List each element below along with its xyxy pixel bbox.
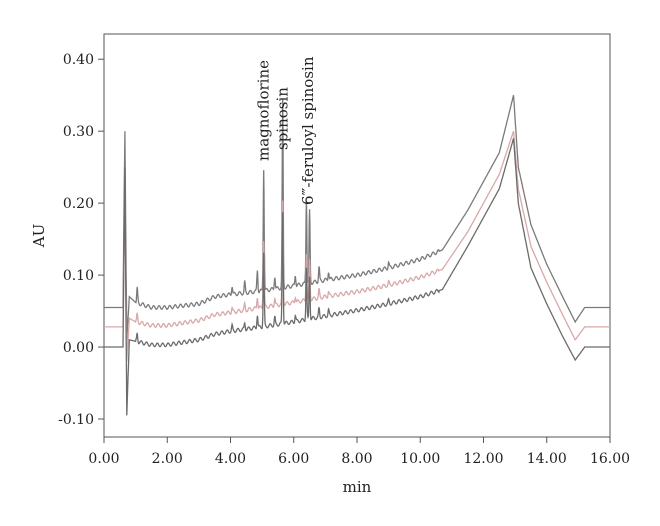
y-tick-label: 0.20 [63,196,94,212]
y-axis-title: AU [30,224,48,248]
plot-frame [103,33,611,438]
peak-label: spinosin [274,87,292,150]
x-tick-label: 2.00 [152,451,183,467]
x-tick-label: 10.00 [400,451,440,467]
plot-area [103,33,611,438]
axis-layer: 0.00 2.00 4.00 6.00 8.00 10.00 12.00 14.00 16.00… [30,52,630,496]
series-line-1 [104,95,610,340]
y-tick-label: 0.30 [63,124,94,140]
x-tick-label: 0.00 [88,451,119,467]
x-tick-label: 16.00 [590,451,630,467]
peak-label: magnoflorine [255,60,273,161]
peak-label: 6‴-feruloyl spinosin [299,56,317,205]
y-tick-label: 0.10 [63,268,94,284]
series-line-2 [104,130,610,362]
series-layer [104,95,610,416]
x-axis-title: min [343,478,372,496]
x-tick-label: 12.00 [463,451,503,467]
y-tick-label: 0.40 [63,52,94,68]
series-line-3 [104,138,610,416]
x-tick-label: 6.00 [278,451,309,467]
y-tick-label: -0.10 [58,412,94,428]
x-tick-label: 14.00 [527,451,567,467]
y-tick-label: 0.00 [63,340,94,356]
annotation-layer: magnoflorine spinosin 6‴-feruloyl spinosin [255,56,317,205]
x-tick-label: 4.00 [215,451,246,467]
x-tick-label: 8.00 [341,451,372,467]
